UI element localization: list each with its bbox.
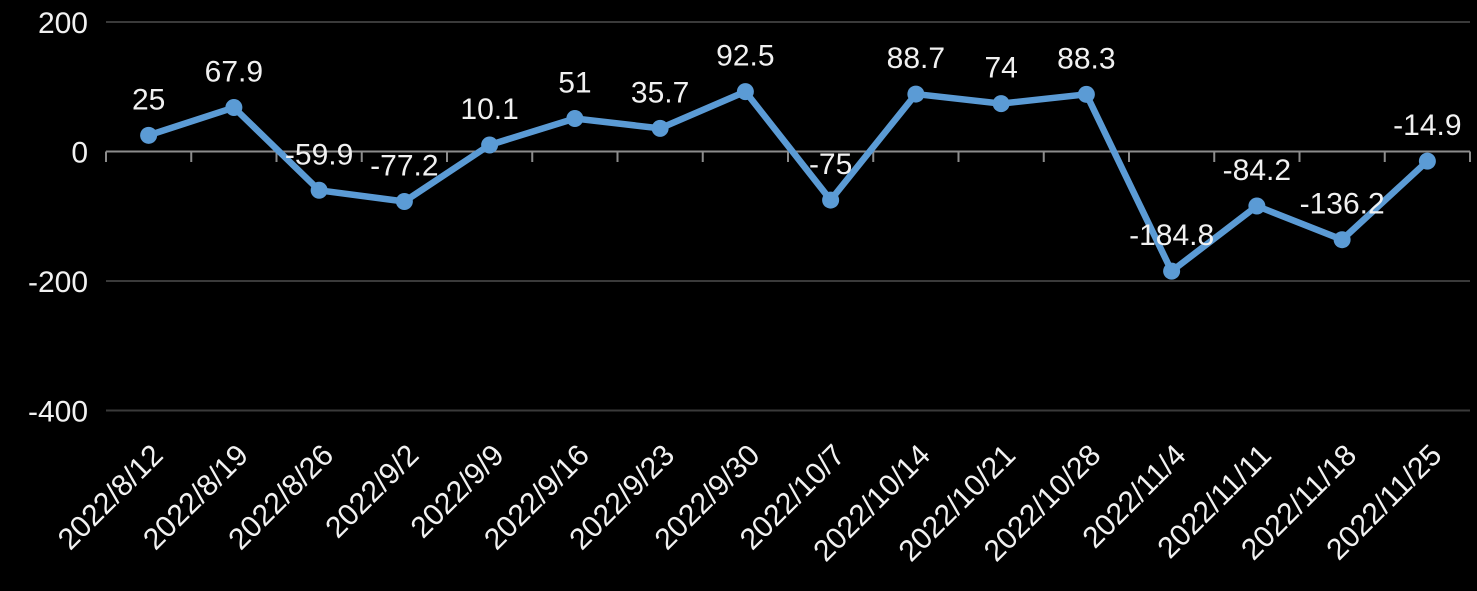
data-point-marker [1077,85,1095,103]
data-label: -59.9 [285,138,353,171]
data-label: -84.2 [1223,154,1291,187]
data-label: 10.1 [460,93,518,126]
data-label: -136.2 [1300,188,1385,221]
data-label: 25 [132,83,165,116]
data-label: -75 [809,148,852,181]
data-label: 88.3 [1057,42,1115,75]
data-point-marker [1333,231,1351,249]
data-point-marker [395,192,413,210]
data-label: -14.9 [1393,109,1461,142]
data-point-marker [651,119,669,137]
data-point-marker [736,83,754,101]
data-point-marker [310,181,328,199]
data-point-marker [481,136,499,154]
data-point-marker [566,109,584,127]
x-axis-label: 2022/9/2 [319,439,425,545]
data-label: 74 [984,52,1017,85]
data-point-marker [1418,152,1436,170]
data-point-marker [992,95,1010,113]
y-axis-tick-label: -400 [28,396,88,429]
data-label: 67.9 [205,56,263,89]
data-point-marker [225,99,243,117]
data-label: 92.5 [716,40,774,73]
data-label: 51 [558,66,591,99]
data-label: -184.8 [1129,219,1214,252]
y-axis-tick-label: 0 [71,137,88,170]
data-point-marker [1248,197,1266,215]
data-point-marker [140,126,158,144]
data-label: -77.2 [370,149,438,182]
data-point-marker [822,191,840,209]
data-point-marker [907,85,925,103]
data-point-marker [1163,262,1181,280]
series-line [145,88,1431,275]
y-axis-tick-label: -200 [28,266,88,299]
data-label: 35.7 [631,76,689,109]
data-label: 88.7 [887,42,945,75]
y-axis-tick-label: 200 [38,7,88,40]
